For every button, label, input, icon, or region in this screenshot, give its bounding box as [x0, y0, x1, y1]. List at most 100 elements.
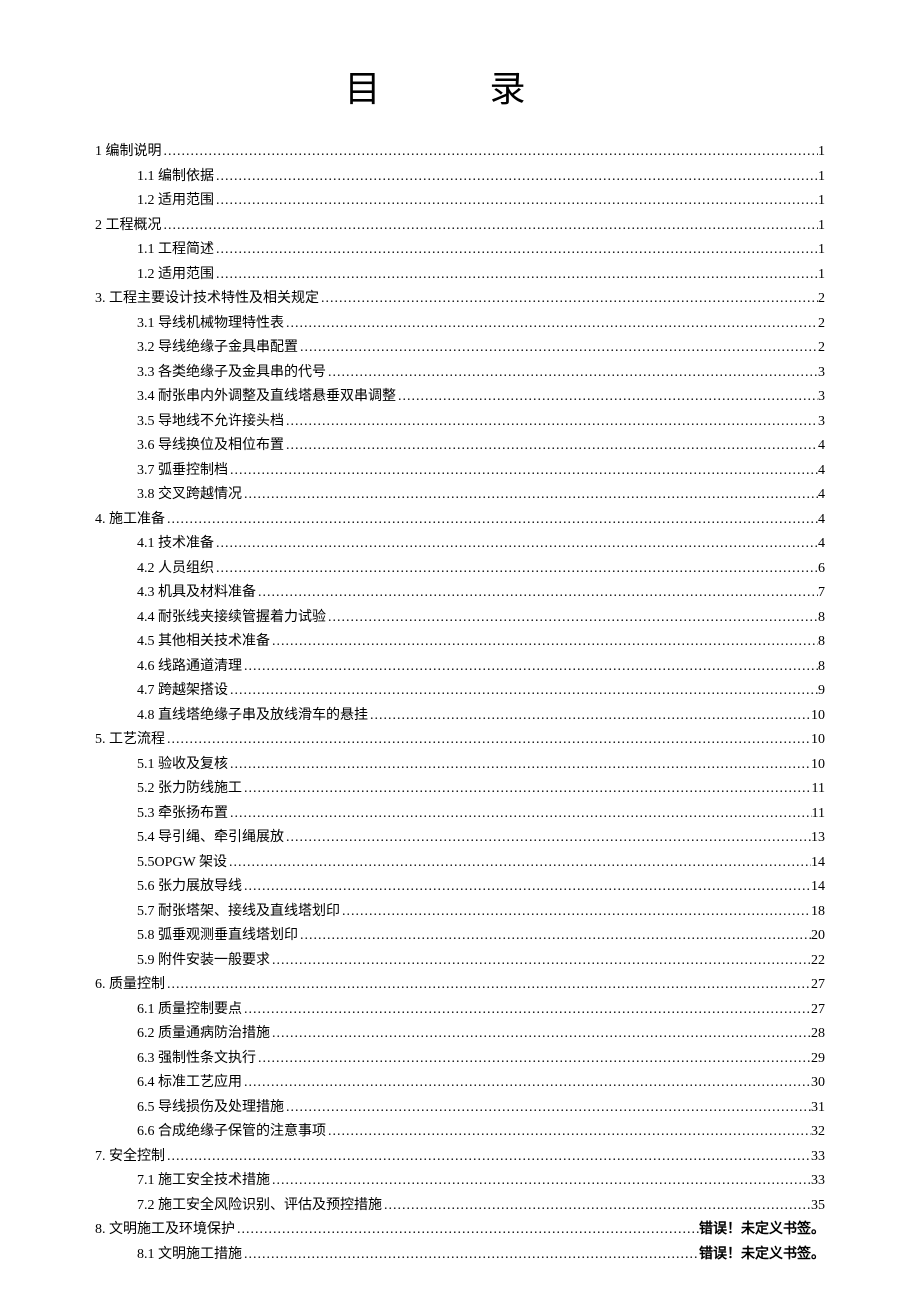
toc-entry: 4.7 跨越架搭设9 [95, 679, 825, 704]
toc-page-number: 1 [818, 238, 825, 263]
toc-page-number: 10 [811, 704, 825, 729]
table-of-contents: 1 编制说明11.1 编制依据11.2 适用范围12 工程概况11.1 工程简述… [95, 140, 825, 1267]
toc-entry: 4.5 其他相关技术准备 8 [95, 630, 825, 655]
toc-page-number: 1 [818, 140, 825, 165]
toc-entry: 2 工程概况1 [95, 214, 825, 239]
toc-label: 7.2 施工安全风险识别、评估及预控措施 [137, 1194, 382, 1219]
toc-label: 3.7 弧垂控制档 [137, 459, 228, 484]
toc-entry: 3. 工程主要设计技术特性及相关规定 2 [95, 287, 825, 312]
toc-entry: 4.8 直线塔绝缘子串及放线滑车的悬挂10 [95, 704, 825, 729]
toc-dots [242, 1071, 811, 1096]
toc-page-number: 3 [818, 410, 825, 435]
toc-dots [256, 581, 818, 606]
toc-label: 6.4 标准工艺应用 [137, 1071, 242, 1096]
toc-dots [228, 802, 812, 827]
toc-entry: 3.2 导线绝缘子金具串配置2 [95, 336, 825, 361]
toc-label: 2 工程概况 [95, 214, 162, 239]
toc-entry: 8. 文明施工及环境保护 错误！未定义书签。 [95, 1218, 825, 1243]
toc-entry: 4. 施工准备4 [95, 508, 825, 533]
toc-dots [214, 557, 818, 582]
toc-label: 6.2 质量通病防治措施 [137, 1022, 270, 1047]
toc-dots [165, 728, 811, 753]
toc-entry: 5.7 耐张塔架、接线及直线塔划印18 [95, 900, 825, 925]
toc-label: 3.3 各类绝缘子及金具串的代号 [137, 361, 326, 386]
toc-dots [214, 165, 818, 190]
toc-label: 8. 文明施工及环境保护 [95, 1218, 235, 1243]
toc-page-number: 8 [818, 630, 825, 655]
toc-dots [298, 336, 818, 361]
toc-dots [214, 238, 818, 263]
toc-page-number: 28 [811, 1022, 825, 1047]
toc-label: 4.6 线路通道清理 [137, 655, 242, 680]
toc-label: 3.5 导地线不允许接头档 [137, 410, 284, 435]
toc-entry: 3.4 耐张串内外调整及直线塔悬垂双串调整3 [95, 385, 825, 410]
toc-page-number: 30 [811, 1071, 825, 1096]
toc-page-number: 1 [818, 165, 825, 190]
toc-entry: 5.1 验收及复核10 [95, 753, 825, 778]
toc-dots [214, 263, 818, 288]
toc-label: 6.1 质量控制要点 [137, 998, 242, 1023]
toc-entry: 5.9 附件安装一般要求22 [95, 949, 825, 974]
toc-dots [165, 973, 811, 998]
toc-entry: 5. 工艺流程10 [95, 728, 825, 753]
toc-page-number: 10 [811, 753, 825, 778]
toc-page-number: 3 [818, 361, 825, 386]
toc-label: 3. 工程主要设计技术特性及相关规定 [95, 287, 319, 312]
toc-entry: 3.1 导线机械物理特性表2 [95, 312, 825, 337]
toc-label: 3.6 导线换位及相位布置 [137, 434, 284, 459]
toc-entry: 4.2 人员组织6 [95, 557, 825, 582]
toc-label: 5.3 牵张扬布置 [137, 802, 228, 827]
toc-entry: 8.1 文明施工措施错误！未定义书签。 [95, 1243, 825, 1268]
toc-entry: 6.6 合成绝缘子保管的注意事项32 [95, 1120, 825, 1145]
toc-dots [165, 508, 818, 533]
toc-dots [368, 704, 811, 729]
toc-label: 7.1 施工安全技术措施 [137, 1169, 270, 1194]
toc-dots [235, 1218, 699, 1243]
toc-dots [242, 655, 818, 680]
toc-page-number: 4 [818, 459, 825, 484]
toc-page-number: 错误！未定义书签。 [699, 1218, 825, 1243]
toc-page-number: 4 [818, 434, 825, 459]
toc-dots [270, 1022, 811, 1047]
toc-entry: 6.2 质量通病防治措施 28 [95, 1022, 825, 1047]
toc-dots [270, 1169, 811, 1194]
toc-page-number: 2 [818, 312, 825, 337]
toc-entry: 3.8 交叉跨越情况4 [95, 483, 825, 508]
toc-dots [340, 900, 811, 925]
toc-dots [396, 385, 818, 410]
toc-page-number: 20 [811, 924, 825, 949]
toc-entry: 3.7 弧垂控制档 4 [95, 459, 825, 484]
toc-entry: 5.6 张力展放导线14 [95, 875, 825, 900]
toc-entry: 5.8 弧垂观测垂直线塔划印20 [95, 924, 825, 949]
toc-label: 4.3 机具及材料准备 [137, 581, 256, 606]
toc-dots [242, 875, 811, 900]
toc-label: 4.7 跨越架搭设 [137, 679, 228, 704]
toc-label: 4.5 其他相关技术准备 [137, 630, 270, 655]
toc-label: 6.6 合成绝缘子保管的注意事项 [137, 1120, 326, 1145]
toc-page-number: 31 [811, 1096, 825, 1121]
toc-page-number: 13 [811, 826, 825, 851]
toc-dots [162, 140, 819, 165]
toc-label: 5.6 张力展放导线 [137, 875, 242, 900]
toc-dots [242, 483, 818, 508]
toc-entry: 6.1 质量控制要点27 [95, 998, 825, 1023]
toc-entry: 5.2 张力防线施工11 [95, 777, 825, 802]
toc-entry: 3.5 导地线不允许接头档 3 [95, 410, 825, 435]
toc-dots [162, 214, 819, 239]
toc-page-number: 2 [818, 287, 825, 312]
toc-entry: 7. 安全控制33 [95, 1145, 825, 1170]
toc-label: 5. 工艺流程 [95, 728, 165, 753]
toc-page-number: 8 [818, 655, 825, 680]
toc-dots [228, 753, 811, 778]
toc-dots [214, 532, 818, 557]
toc-dots [284, 312, 818, 337]
toc-dots [284, 410, 818, 435]
toc-entry: 1.2 适用范围1 [95, 263, 825, 288]
toc-entry: 1.2 适用范围1 [95, 189, 825, 214]
toc-dots [326, 1120, 811, 1145]
toc-entry: 6. 质量控制27 [95, 973, 825, 998]
toc-dots [228, 459, 818, 484]
toc-page-number: 3 [818, 385, 825, 410]
toc-page-number: 11 [812, 777, 825, 802]
toc-page-number: 6 [818, 557, 825, 582]
